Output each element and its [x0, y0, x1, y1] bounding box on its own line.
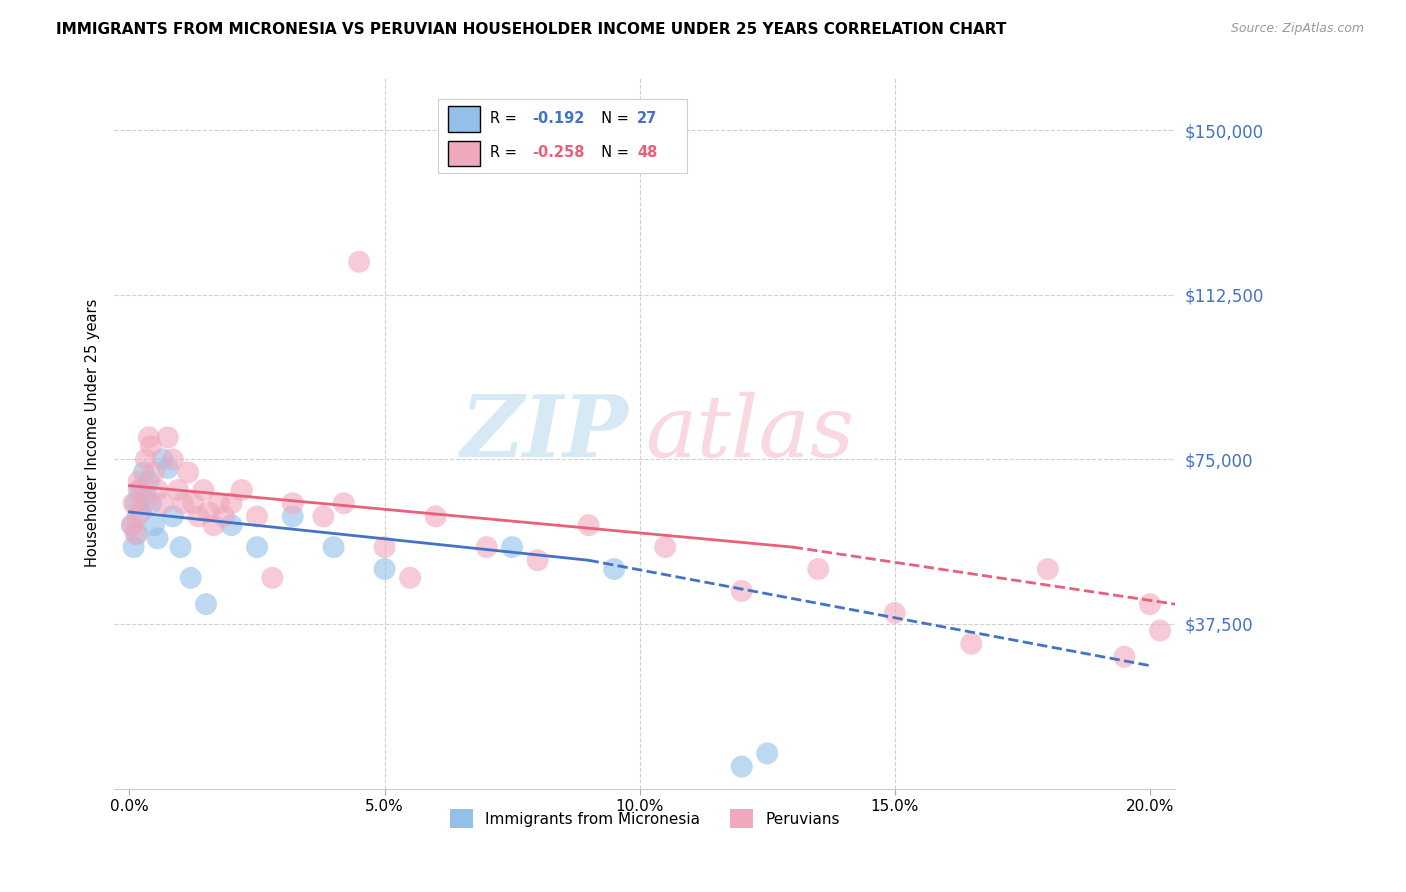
Point	[193, 483, 215, 497]
Point	[169, 540, 191, 554]
Point	[146, 532, 169, 546]
Point	[121, 518, 143, 533]
Point	[212, 509, 235, 524]
Text: IMMIGRANTS FROM MICRONESIA VS PERUVIAN HOUSEHOLDER INCOME UNDER 25 YEARS CORRELA: IMMIGRANTS FROM MICRONESIA VS PERUVIAN H…	[56, 22, 1007, 37]
Point	[526, 553, 548, 567]
Point	[124, 527, 146, 541]
Point	[731, 584, 754, 599]
Point	[1149, 624, 1171, 638]
Point	[187, 509, 209, 524]
Point	[281, 509, 304, 524]
Point	[139, 439, 162, 453]
Point	[124, 496, 146, 510]
Text: Source: ZipAtlas.com: Source: ZipAtlas.com	[1230, 22, 1364, 36]
Point	[960, 637, 983, 651]
Point	[654, 540, 676, 554]
Point	[425, 509, 447, 524]
Point	[347, 254, 370, 268]
Point	[143, 518, 166, 533]
Point	[1036, 562, 1059, 576]
Point	[197, 505, 219, 519]
Point	[731, 759, 754, 773]
Point	[603, 562, 626, 576]
Point	[262, 571, 284, 585]
Legend: Immigrants from Micronesia, Peruvians: Immigrants from Micronesia, Peruvians	[443, 804, 846, 834]
Point	[128, 483, 150, 497]
Point	[180, 571, 202, 585]
Point	[578, 518, 600, 533]
Point	[143, 466, 166, 480]
Point	[122, 540, 145, 554]
Text: ZIP: ZIP	[461, 392, 628, 475]
Point	[231, 483, 253, 497]
Point	[156, 461, 179, 475]
Point	[127, 527, 149, 541]
Point	[374, 540, 396, 554]
Point	[312, 509, 335, 524]
Point	[883, 606, 905, 620]
Point	[138, 475, 160, 489]
Point	[162, 509, 184, 524]
Point	[399, 571, 422, 585]
Point	[1114, 649, 1136, 664]
Point	[132, 466, 155, 480]
Point	[195, 597, 218, 611]
Point	[127, 509, 149, 524]
Point	[807, 562, 830, 576]
Point	[221, 496, 243, 510]
Point	[208, 496, 231, 510]
Point	[221, 518, 243, 533]
Point	[172, 496, 194, 510]
Point	[246, 540, 269, 554]
Point	[475, 540, 498, 554]
Point	[121, 518, 143, 533]
Point	[181, 496, 204, 510]
Point	[128, 475, 150, 489]
Point	[139, 496, 162, 510]
Point	[177, 466, 200, 480]
Point	[202, 518, 225, 533]
Point	[135, 487, 157, 501]
Point	[281, 496, 304, 510]
Point	[1139, 597, 1161, 611]
Point	[146, 483, 169, 497]
Y-axis label: Householder Income Under 25 years: Householder Income Under 25 years	[86, 299, 100, 567]
Point	[129, 483, 152, 497]
Point	[138, 430, 160, 444]
Point	[167, 483, 190, 497]
Point	[122, 496, 145, 510]
Text: atlas: atlas	[645, 392, 853, 475]
Point	[152, 452, 174, 467]
Point	[374, 562, 396, 576]
Point	[162, 452, 184, 467]
Point	[129, 505, 152, 519]
Point	[322, 540, 344, 554]
Point	[501, 540, 523, 554]
Point	[132, 496, 155, 510]
Point	[156, 430, 179, 444]
Point	[152, 496, 174, 510]
Point	[135, 452, 157, 467]
Point	[333, 496, 356, 510]
Point	[246, 509, 269, 524]
Point	[756, 747, 779, 761]
